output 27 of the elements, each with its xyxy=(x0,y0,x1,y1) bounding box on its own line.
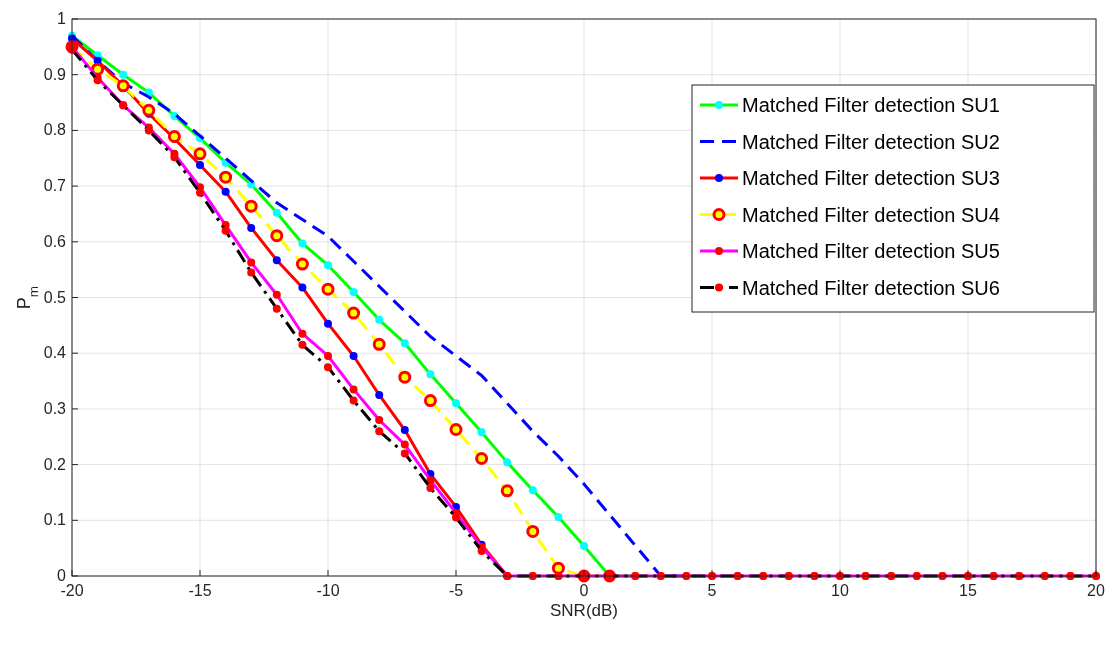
x-tick-label: 20 xyxy=(1087,582,1105,599)
y-tick-label: 0.1 xyxy=(43,511,67,529)
y-tick-label: 0.8 xyxy=(43,121,67,139)
legend-label: Matched Filter detection SU5 xyxy=(742,240,1000,262)
x-tick-label: -20 xyxy=(60,582,84,599)
legend-label: Matched Filter detection SU2 xyxy=(742,130,1000,153)
y-tick-label: 0.9 xyxy=(43,65,67,83)
y-tick-label: 0.7 xyxy=(43,177,67,195)
legend-label: Matched Filter detection SU3 xyxy=(742,167,1000,189)
legend-label: Matched Filter detection SU4 xyxy=(742,203,1000,226)
x-tick-label: -15 xyxy=(188,582,212,599)
y-tick-label: 0 xyxy=(57,567,67,584)
x-tick-label: -10 xyxy=(316,582,340,599)
y-tick-label: 1 xyxy=(57,10,67,27)
y-tick-label: 0.5 xyxy=(43,288,67,306)
x-tick-label: 10 xyxy=(831,582,849,599)
y-tick-label: 0.3 xyxy=(43,399,67,417)
x-tick-label: -5 xyxy=(448,582,464,599)
legend-label: Matched Filter detection SU1 xyxy=(742,94,1000,116)
legend-label: Matched Filter detection SU6 xyxy=(742,276,1000,299)
x-axis-title: SNR(dB) xyxy=(549,601,619,620)
y-tick-label: 0.4 xyxy=(43,344,67,362)
y-tick-label: 0.2 xyxy=(43,455,67,473)
x-tick-label: 15 xyxy=(959,582,977,599)
x-tick-label: 5 xyxy=(707,582,717,599)
y-tick-label: 0.6 xyxy=(43,232,67,250)
x-tick-label: 0 xyxy=(579,582,589,599)
